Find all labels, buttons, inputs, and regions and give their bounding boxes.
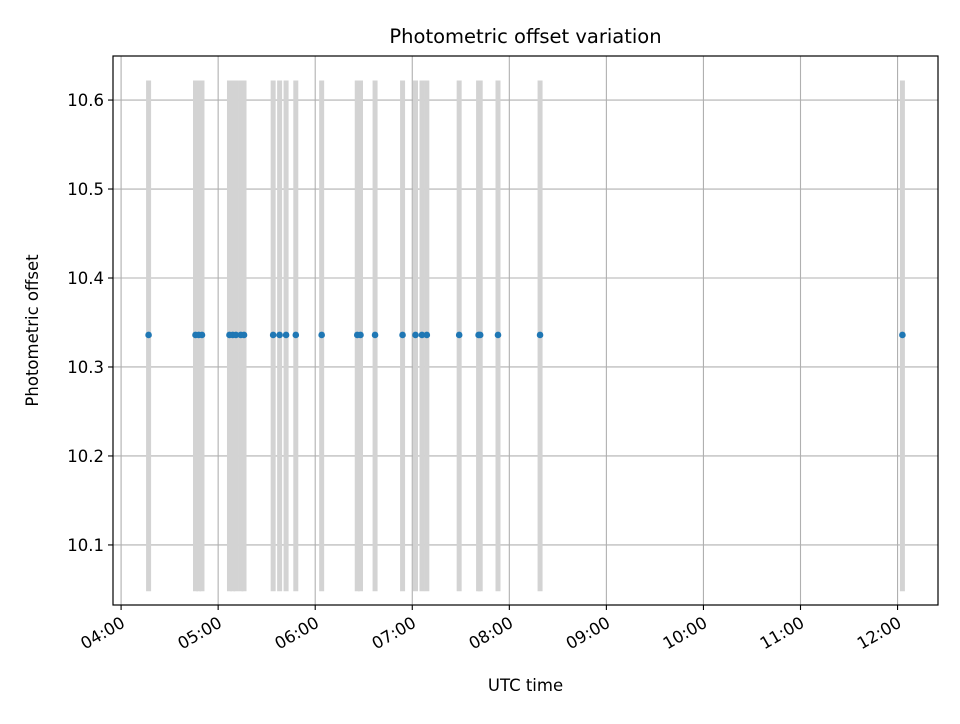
y-tick-label: 10.1	[67, 536, 104, 555]
data-point	[494, 331, 502, 339]
y-tick-label: 10.2	[67, 447, 104, 466]
data-point	[269, 331, 277, 339]
data-point	[899, 331, 906, 339]
data-point	[318, 331, 325, 339]
grid-lines	[113, 56, 938, 605]
y-tick-label: 10.5	[67, 180, 104, 199]
data-point	[240, 331, 248, 339]
data-point	[198, 331, 206, 339]
data-point	[276, 331, 283, 339]
data-point	[476, 331, 484, 339]
data-point	[536, 331, 544, 339]
data-point	[423, 331, 431, 339]
data-points	[145, 331, 906, 339]
data-point	[371, 331, 379, 339]
x-axis-label: UTC time	[488, 676, 563, 695]
y-axis-label: Photometric offset	[23, 254, 42, 407]
y-tick-label: 10.4	[67, 269, 104, 288]
chart-title: Photometric offset variation	[389, 25, 661, 48]
data-point	[292, 331, 300, 339]
data-point	[418, 331, 426, 339]
plot-frame	[112, 55, 939, 606]
y-axis-ticks: 10.1 10.2 10.3 10.4 10.5 10.6	[67, 91, 113, 555]
data-point	[357, 331, 364, 339]
data-point	[412, 331, 419, 339]
y-tick-label: 10.3	[67, 358, 104, 377]
data-point	[145, 331, 152, 339]
data-point	[282, 331, 290, 339]
data-point	[232, 331, 240, 339]
y-tick-label: 10.6	[67, 91, 104, 110]
data-point	[399, 331, 406, 339]
data-point	[455, 331, 463, 339]
